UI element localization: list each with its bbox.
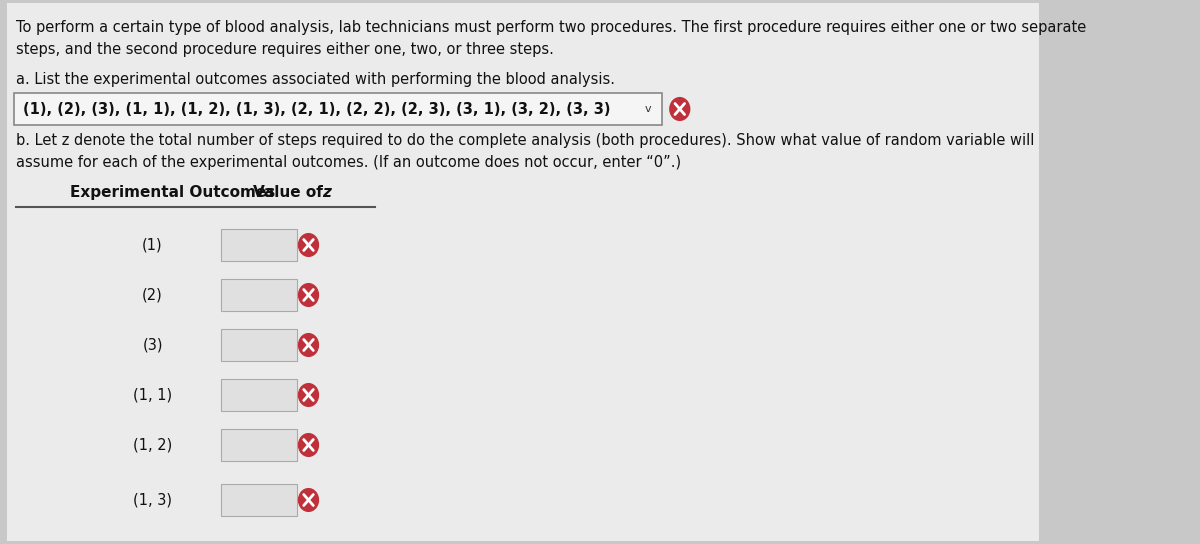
Text: To perform a certain type of blood analysis, lab technicians must perform two pr: To perform a certain type of blood analy… [16, 20, 1086, 35]
Text: Value of: Value of [253, 185, 328, 200]
FancyBboxPatch shape [221, 379, 298, 411]
FancyBboxPatch shape [221, 229, 298, 261]
Text: (1), (2), (3), (1, 1), (1, 2), (1, 3), (2, 1), (2, 2), (2, 3), (3, 1), (3, 2), (: (1), (2), (3), (1, 1), (1, 2), (1, 3), (… [23, 102, 610, 116]
Text: (3): (3) [143, 337, 163, 353]
Text: b. Let z denote the total number of steps required to do the complete analysis (: b. Let z denote the total number of step… [16, 133, 1034, 148]
Text: z: z [323, 185, 331, 200]
Text: (1, 2): (1, 2) [133, 437, 172, 453]
Circle shape [299, 434, 318, 456]
FancyBboxPatch shape [7, 3, 1039, 541]
Circle shape [670, 98, 689, 120]
Text: a. List the experimental outcomes associated with performing the blood analysis.: a. List the experimental outcomes associ… [16, 72, 614, 87]
FancyBboxPatch shape [14, 93, 662, 125]
Text: assume for each of the experimental outcomes. (If an outcome does not occur, ent: assume for each of the experimental outc… [16, 155, 680, 170]
Circle shape [299, 489, 318, 511]
Circle shape [299, 334, 318, 356]
Circle shape [299, 234, 318, 256]
FancyBboxPatch shape [221, 329, 298, 361]
Text: v: v [644, 104, 652, 114]
Text: (1, 1): (1, 1) [133, 387, 172, 403]
Text: Experimental Outcomes: Experimental Outcomes [70, 185, 275, 200]
FancyBboxPatch shape [221, 279, 298, 311]
Text: (1, 3): (1, 3) [133, 492, 172, 508]
FancyBboxPatch shape [221, 429, 298, 461]
Circle shape [299, 384, 318, 406]
Circle shape [299, 284, 318, 306]
FancyBboxPatch shape [221, 484, 298, 516]
Text: steps, and the second procedure requires either one, two, or three steps.: steps, and the second procedure requires… [16, 42, 553, 57]
Text: (1): (1) [142, 238, 163, 252]
Text: (2): (2) [142, 287, 163, 302]
